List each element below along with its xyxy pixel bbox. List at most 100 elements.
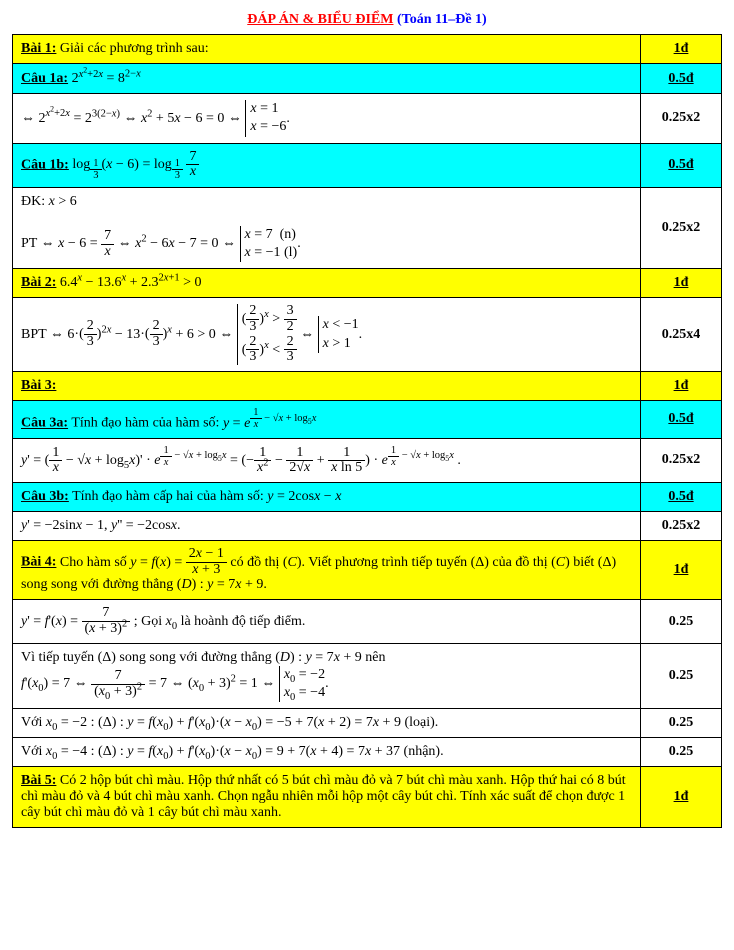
score-cell: 1đ bbox=[641, 269, 722, 298]
row-label: Câu 3b: bbox=[21, 489, 69, 504]
score-value: 1đ bbox=[674, 41, 689, 56]
score-cell: 1đ bbox=[641, 541, 722, 600]
content-cell: Bài 4: Cho hàm số y = f(x) = 2x − 1x + 3… bbox=[13, 541, 641, 600]
score-cell: 1đ bbox=[641, 35, 722, 64]
score-cell: 0.25 bbox=[641, 709, 722, 738]
score-value: 1đ bbox=[674, 378, 689, 393]
score-cell: 0.25x4 bbox=[641, 298, 722, 372]
row-math: log13(x − 6) = log13 7x bbox=[72, 157, 199, 172]
row-math: y = e1x − √x + log5x bbox=[223, 416, 316, 431]
row-label: Bài 2: bbox=[21, 275, 56, 290]
table-row: Câu 1a: 2x2+2x = 82−x 0.5đ bbox=[13, 64, 722, 94]
score-value: 1đ bbox=[674, 275, 689, 290]
score-cell: 0.25 bbox=[641, 738, 722, 767]
content-cell: Câu 3a: Tính đạo hàm của hàm số: y = e1x… bbox=[13, 400, 641, 438]
content-cell: Với x0 = −4 : (Δ) : y = f(x0) + f'(x0)·(… bbox=[13, 738, 641, 767]
score-cell: 0.25 bbox=[641, 643, 722, 708]
row-label: Câu 1b: bbox=[21, 157, 69, 172]
table-row: Bài 5: Có 2 hộp bút chì màu. Hộp thứ nhấ… bbox=[13, 767, 722, 828]
table-row: Bài 2: 6.4x − 13.6x + 2.32x+1 > 0 1đ bbox=[13, 269, 722, 298]
score-cell: 0.5đ bbox=[641, 143, 722, 187]
score-value: 0.5đ bbox=[668, 157, 693, 172]
row-math: Với x0 = −4 : (Δ) : y = f(x0) + f'(x0)·(… bbox=[21, 744, 444, 759]
row-text: Tính đạo hàm cấp hai của hàm số: bbox=[72, 489, 267, 504]
row-math: y' = −2sinx − 1, y'' = −2cosx. bbox=[21, 518, 180, 533]
table-row: ⇔ 2x2+2x = 23(2−x) ⇔ x2 + 5x − 6 = 0 ⇔ x… bbox=[13, 94, 722, 143]
table-row: Với x0 = −2 : (Δ) : y = f(x0) + f'(x0)·(… bbox=[13, 709, 722, 738]
score-value: 0.25x2 bbox=[662, 110, 701, 125]
score-cell: 1đ bbox=[641, 371, 722, 400]
row-math: ⇔ 2x2+2x = 23(2−x) ⇔ x2 + 5x − 6 = 0 ⇔ x… bbox=[21, 111, 290, 126]
row-math: y = 2cosx − x bbox=[267, 489, 341, 504]
row-math: 2x2+2x = 82−x bbox=[72, 71, 141, 86]
content-cell: Bài 5: Có 2 hộp bút chì màu. Hộp thứ nhấ… bbox=[13, 767, 641, 828]
table-row: Câu 1b: log13(x − 6) = log13 7x 0.5đ bbox=[13, 143, 722, 187]
content-cell: BPT ⇔ 6·(23)2x − 13·(23)x + 6 > 0 ⇔ (23)… bbox=[13, 298, 641, 372]
row-text: Giải các phương trình sau: bbox=[60, 41, 209, 56]
table-row: Vì tiếp tuyến (Δ) song song với đường th… bbox=[13, 643, 722, 708]
score-value: 0.5đ bbox=[668, 71, 693, 86]
table-row: Câu 3b: Tính đạo hàm cấp hai của hàm số:… bbox=[13, 483, 722, 512]
score-value: 0.25x2 bbox=[662, 452, 701, 467]
row-label: Câu 3a: bbox=[21, 416, 68, 431]
score-cell: 0.5đ bbox=[641, 483, 722, 512]
score-value: 0.25 bbox=[669, 715, 694, 730]
table-row: Bài 4: Cho hàm số y = f(x) = 2x − 1x + 3… bbox=[13, 541, 722, 600]
table-row: Câu 3a: Tính đạo hàm của hàm số: y = e1x… bbox=[13, 400, 722, 438]
content-cell: Bài 2: 6.4x − 13.6x + 2.32x+1 > 0 bbox=[13, 269, 641, 298]
score-value: 0.25 bbox=[669, 744, 694, 759]
content-cell: Bài 1: Giải các phương trình sau: bbox=[13, 35, 641, 64]
score-cell: 0.25x2 bbox=[641, 94, 722, 143]
content-cell: y' = f'(x) = 7(x + 3)2 ; Gọi x0 là hoành… bbox=[13, 600, 641, 643]
content-cell: Bài 3: bbox=[13, 371, 641, 400]
row-math: Cho hàm số y = f(x) = 2x − 1x + 3 có đồ … bbox=[21, 555, 616, 593]
content-cell: Với x0 = −2 : (Δ) : y = f(x0) + f'(x0)·(… bbox=[13, 709, 641, 738]
title-main: ĐÁP ÁN & BIỂU ĐIỂM bbox=[247, 12, 393, 27]
content-cell: ⇔ 2x2+2x = 23(2−x) ⇔ x2 + 5x − 6 = 0 ⇔ x… bbox=[13, 94, 641, 143]
table-row: y' = (1x − √x + log5x)' · e1x − √x + log… bbox=[13, 438, 722, 483]
score-cell: 0.5đ bbox=[641, 400, 722, 438]
table-row: Với x0 = −4 : (Δ) : y = f(x0) + f'(x0)·(… bbox=[13, 738, 722, 767]
row-math: Vì tiếp tuyến (Δ) song song với đường th… bbox=[21, 650, 386, 691]
table-row: BPT ⇔ 6·(23)2x − 13·(23)x + 6 > 0 ⇔ (23)… bbox=[13, 298, 722, 372]
score-value: 0.25 bbox=[669, 614, 694, 629]
content-cell: Câu 3b: Tính đạo hàm cấp hai của hàm số:… bbox=[13, 483, 641, 512]
table-row: Bài 3: 1đ bbox=[13, 371, 722, 400]
table-row: y' = f'(x) = 7(x + 3)2 ; Gọi x0 là hoành… bbox=[13, 600, 722, 643]
content-cell: Vì tiếp tuyến (Δ) song song với đường th… bbox=[13, 643, 641, 708]
row-math: y' = (1x − √x + log5x)' · e1x − √x + log… bbox=[21, 453, 461, 468]
page-title: ĐÁP ÁN & BIỂU ĐIỂM (Toán 11–Đề 1) bbox=[12, 12, 722, 28]
score-cell: 1đ bbox=[641, 767, 722, 828]
score-cell: 0.25x2 bbox=[641, 187, 722, 268]
row-text: Có 2 hộp bút chì màu. Hộp thứ nhất có 5 … bbox=[21, 773, 626, 820]
score-value: 1đ bbox=[674, 562, 689, 577]
table-row: Bài 1: Giải các phương trình sau: 1đ bbox=[13, 35, 722, 64]
row-math: y' = f'(x) = 7(x + 3)2 ; Gọi x0 là hoành… bbox=[21, 614, 305, 629]
score-cell: 0.25x2 bbox=[641, 512, 722, 541]
score-cell: 0.25x2 bbox=[641, 438, 722, 483]
row-math: ĐK: x > 6PT ⇔ x − 6 = 7x ⇔ x2 − 6x − 7 =… bbox=[21, 194, 301, 251]
score-value: 1đ bbox=[674, 789, 689, 804]
score-value: 0.25 bbox=[669, 668, 694, 683]
content-cell: y' = −2sinx − 1, y'' = −2cosx. bbox=[13, 512, 641, 541]
content-cell: ĐK: x > 6PT ⇔ x − 6 = 7x ⇔ x2 − 6x − 7 =… bbox=[13, 187, 641, 268]
row-label: Bài 1: bbox=[21, 41, 56, 56]
table-row: ĐK: x > 6PT ⇔ x − 6 = 7x ⇔ x2 − 6x − 7 =… bbox=[13, 187, 722, 268]
score-value: 0.25x2 bbox=[662, 220, 701, 235]
row-label: Câu 1a: bbox=[21, 71, 68, 86]
score-cell: 0.25 bbox=[641, 600, 722, 643]
row-label: Bài 3: bbox=[21, 378, 56, 393]
title-sub: (Toán 11–Đề 1) bbox=[397, 12, 487, 27]
content-cell: Câu 1b: log13(x − 6) = log13 7x bbox=[13, 143, 641, 187]
row-math: 6.4x − 13.6x + 2.32x+1 > 0 bbox=[60, 275, 202, 290]
score-value: 0.5đ bbox=[668, 489, 693, 504]
score-cell: 0.5đ bbox=[641, 64, 722, 94]
score-value: 0.5đ bbox=[668, 411, 693, 426]
table-row: y' = −2sinx − 1, y'' = −2cosx. 0.25x2 bbox=[13, 512, 722, 541]
answer-table: Bài 1: Giải các phương trình sau: 1đ Câu 1… bbox=[12, 34, 722, 828]
content-cell: y' = (1x − √x + log5x)' · e1x − √x + log… bbox=[13, 438, 641, 483]
row-math: BPT ⇔ 6·(23)2x − 13·(23)x + 6 > 0 ⇔ (23)… bbox=[21, 327, 362, 342]
score-value: 0.25x2 bbox=[662, 518, 701, 533]
row-label: Bài 5: bbox=[21, 773, 56, 788]
content-cell: Câu 1a: 2x2+2x = 82−x bbox=[13, 64, 641, 94]
